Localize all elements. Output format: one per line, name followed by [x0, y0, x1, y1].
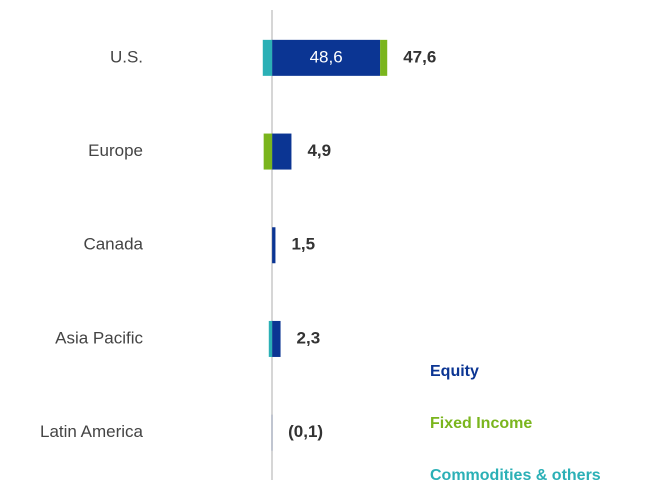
bar-segment [272, 320, 281, 357]
bar-segment [262, 39, 273, 76]
bar-segment [263, 133, 273, 170]
bar-segment [268, 320, 273, 357]
total-label: 1,5 [291, 235, 315, 254]
category-label: Asia Pacific [55, 328, 143, 347]
category-label: Canada [83, 235, 143, 254]
total-label: 2,3 [297, 328, 321, 347]
bar-segment [272, 227, 276, 264]
bar-segment [380, 39, 388, 76]
legend-entry: Equity [430, 363, 479, 380]
bar-segment [272, 39, 381, 76]
legend-entry: Fixed Income [430, 415, 532, 432]
total-label: (0,1) [288, 422, 323, 441]
category-label: U.S. [110, 47, 143, 66]
total-label: 47,6 [403, 47, 436, 66]
bar-segment [272, 133, 292, 170]
category-label: Europe [88, 141, 143, 160]
category-label: Latin America [40, 422, 144, 441]
legend-entry: Commodities & others [430, 467, 601, 483]
value-label: 48,6 [310, 47, 343, 66]
total-label: 4,9 [307, 141, 331, 160]
